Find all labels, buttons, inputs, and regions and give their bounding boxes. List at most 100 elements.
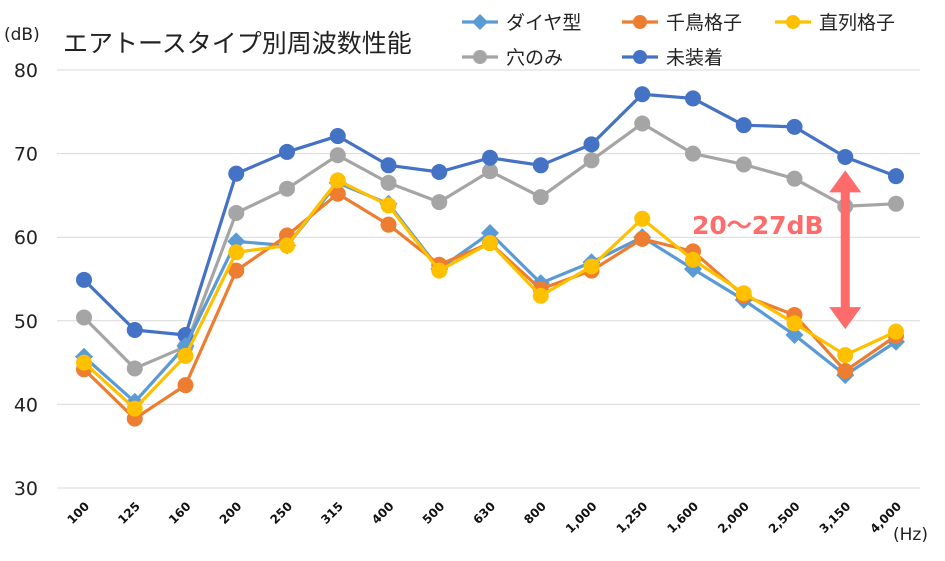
data-point: [228, 262, 245, 279]
data-point: [279, 143, 295, 160]
x-tick-label: 500: [420, 499, 448, 527]
data-point: [228, 244, 245, 261]
y-tick-label: 30: [14, 478, 38, 500]
data-point: [837, 362, 854, 379]
data-point: [888, 168, 904, 185]
data-point: [431, 262, 448, 279]
legend-label: ダイヤ型: [506, 12, 581, 34]
x-tick-label: 250: [267, 499, 295, 527]
x-tick-label: 1,600: [664, 499, 701, 536]
y-tick-label: 60: [14, 227, 38, 249]
data-point: [888, 323, 904, 340]
data-point: [482, 235, 498, 252]
y-tick-label: 80: [14, 60, 38, 82]
legend-marker: [633, 50, 647, 64]
x-tick-label: 2,500: [766, 499, 803, 536]
x-tick-label: 1,000: [563, 499, 600, 536]
data-point: [735, 156, 752, 173]
data-point: [177, 347, 194, 364]
data-point: [888, 195, 904, 212]
data-point: [735, 285, 752, 302]
x-tick-label: 160: [166, 499, 194, 527]
data-point: [329, 128, 346, 145]
data-point: [837, 347, 854, 364]
y-tick-label: 70: [14, 144, 38, 166]
legend-item: ダイヤ型: [462, 12, 581, 34]
data-point: [634, 230, 651, 247]
data-point: [735, 117, 752, 134]
data-point: [786, 315, 803, 332]
data-point: [583, 136, 600, 153]
y-axis-ticks: 30 40 50 60 70 80: [14, 60, 38, 500]
data-point: [532, 287, 549, 304]
data-point: [329, 185, 346, 202]
data-point: [279, 180, 295, 197]
double-arrow: [829, 170, 862, 330]
series-直列格子: [76, 172, 904, 417]
data-point: [685, 90, 701, 107]
x-tick-label: 1,250: [614, 499, 651, 536]
data-point: [126, 360, 143, 377]
data-point: [785, 326, 804, 345]
data-point: [685, 251, 701, 268]
legend-label: 穴のみ: [506, 47, 563, 69]
legend-marker: [473, 50, 487, 64]
legend-item: 直列格子: [775, 12, 895, 34]
y-tick-label: 40: [14, 394, 38, 416]
data-point: [380, 216, 397, 233]
legend-item: 穴のみ: [462, 47, 563, 69]
legend-label: 千鳥格子: [666, 12, 742, 34]
data-point: [786, 170, 803, 187]
data-point: [482, 149, 498, 166]
legend-item: 未装着: [622, 47, 723, 69]
data-point: [786, 118, 803, 135]
x-tick-label: 100: [64, 499, 92, 527]
legend-marker: [786, 15, 800, 29]
data-point: [228, 204, 245, 221]
annotation-label: 20〜27dB: [692, 211, 824, 240]
data-point: [685, 145, 701, 162]
data-point: [837, 148, 854, 165]
x-tick-label: 400: [369, 499, 397, 527]
y-tick-label: 50: [14, 311, 38, 333]
chart-title: エアトースタイプ別周波数性能: [63, 29, 412, 58]
legend-marker: [633, 15, 647, 29]
data-point: [126, 400, 143, 417]
legend-item: 千鳥格子: [622, 12, 742, 34]
data-point: [380, 174, 397, 191]
data-point: [126, 321, 143, 338]
legend-label: 直列格子: [819, 12, 895, 34]
data-point: [76, 354, 92, 371]
data-point: [177, 377, 194, 394]
data-point: [380, 197, 397, 214]
data-point: [634, 115, 651, 132]
legend-marker: [472, 14, 488, 30]
x-tick-label: 315: [318, 499, 346, 527]
data-point: [279, 237, 295, 254]
difference-annotation: 20〜27dB: [692, 170, 862, 330]
series-未装着: [76, 86, 904, 344]
data-point: [634, 86, 651, 103]
data-point: [228, 165, 245, 182]
x-axis-unit-label: (Hz): [893, 525, 928, 545]
x-tick-label: 125: [115, 499, 143, 527]
data-point: [532, 189, 549, 206]
data-point: [431, 194, 448, 211]
x-tick-label: 200: [217, 499, 245, 527]
x-tick-label: 3,150: [817, 499, 854, 536]
x-tick-label: 800: [521, 499, 549, 527]
y-axis-unit-label: (dB): [4, 25, 40, 45]
data-point: [431, 163, 448, 180]
data-point: [634, 210, 651, 227]
data-point: [76, 309, 92, 326]
data-point: [532, 157, 549, 174]
series-group: [75, 86, 905, 427]
x-tick-label: 2,000: [715, 499, 752, 536]
x-axis-ticks: 100 125 160 200 250 315 400 500 630 800 1,000 1,250…: [64, 499, 904, 536]
data-point: [583, 258, 600, 275]
data-point: [583, 152, 600, 169]
data-point: [380, 157, 397, 174]
data-point: [482, 163, 498, 180]
